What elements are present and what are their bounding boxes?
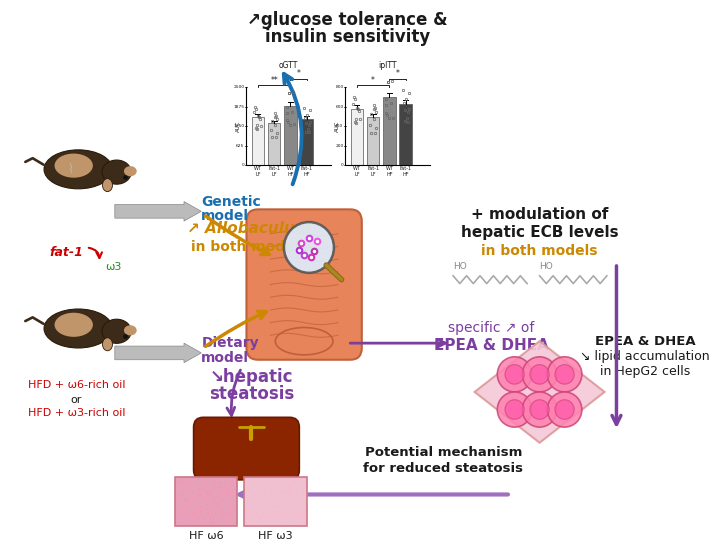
Text: Fat-1
LF: Fat-1 LF: [367, 166, 379, 177]
Circle shape: [530, 400, 549, 420]
Bar: [350, 109, 363, 165]
Text: HFD + ω3-rich oil: HFD + ω3-rich oil: [27, 409, 125, 418]
Text: model: model: [201, 209, 249, 223]
Ellipse shape: [214, 456, 241, 476]
Ellipse shape: [275, 327, 333, 355]
Text: 600: 600: [335, 105, 343, 109]
Text: + modulation of: + modulation of: [471, 207, 609, 222]
Circle shape: [522, 357, 557, 392]
Text: AUC: AUC: [236, 121, 242, 132]
Ellipse shape: [102, 179, 112, 191]
Text: EPEA & DHEA: EPEA & DHEA: [595, 334, 696, 347]
Text: HFD + ω6-rich oil: HFD + ω6-rich oil: [27, 380, 125, 390]
Ellipse shape: [124, 325, 137, 335]
Bar: [284, 106, 296, 165]
Text: 0: 0: [341, 164, 343, 167]
Text: Fat-1
LF: Fat-1 LF: [268, 166, 280, 177]
Ellipse shape: [102, 319, 131, 343]
Text: 1875: 1875: [234, 105, 244, 109]
Text: 2500: 2500: [234, 85, 244, 89]
Circle shape: [530, 365, 549, 384]
Ellipse shape: [44, 150, 112, 189]
Bar: [383, 97, 396, 165]
Bar: [367, 117, 379, 165]
Text: ↘hepatic: ↘hepatic: [210, 369, 293, 386]
Circle shape: [547, 392, 582, 427]
Bar: [175, 477, 237, 526]
Text: 625: 625: [236, 144, 244, 148]
Text: *: *: [296, 69, 301, 78]
Text: specific ↗ of: specific ↗ of: [448, 321, 535, 335]
Circle shape: [555, 365, 574, 384]
Bar: [252, 117, 264, 165]
Circle shape: [497, 357, 532, 392]
Circle shape: [547, 357, 582, 392]
Circle shape: [505, 365, 524, 384]
Circle shape: [505, 400, 524, 420]
Text: hepatic ECB levels: hepatic ECB levels: [461, 225, 619, 240]
Text: EPEA & DHEA: EPEA & DHEA: [434, 338, 549, 353]
Bar: [399, 104, 412, 165]
Text: steatosis: steatosis: [208, 385, 294, 403]
FancyBboxPatch shape: [194, 417, 299, 480]
Text: oGTT: oGTT: [279, 61, 298, 70]
Text: WT
HF: WT HF: [286, 166, 294, 177]
Circle shape: [284, 222, 334, 273]
Bar: [301, 119, 313, 165]
Text: ↗ Allobaculum: ↗ Allobaculum: [187, 221, 311, 236]
Text: AUC: AUC: [335, 121, 340, 132]
Text: 400: 400: [335, 124, 343, 128]
Text: Potential mechanism: Potential mechanism: [365, 446, 522, 459]
Text: WT
LF: WT LF: [353, 166, 360, 177]
Ellipse shape: [55, 313, 93, 337]
Text: Genetic: Genetic: [201, 195, 261, 209]
Text: 0: 0: [242, 164, 244, 167]
Circle shape: [497, 392, 532, 427]
Text: Fat-1
HF: Fat-1 HF: [399, 166, 412, 177]
Text: Fat-1
HF: Fat-1 HF: [301, 166, 313, 177]
Ellipse shape: [102, 160, 131, 184]
Text: 1250: 1250: [234, 124, 244, 128]
Ellipse shape: [102, 338, 112, 351]
Text: Dietary: Dietary: [201, 336, 259, 350]
Text: ↘ lipid accumulation: ↘ lipid accumulation: [580, 350, 710, 363]
Text: insulin sensitivity: insulin sensitivity: [265, 28, 430, 46]
Text: in both models: in both models: [191, 241, 308, 254]
Text: model: model: [201, 351, 249, 365]
FancyArrow shape: [115, 202, 201, 221]
Text: *: *: [396, 69, 399, 78]
Text: ipITT: ipITT: [379, 61, 397, 70]
FancyArrow shape: [115, 343, 201, 363]
Text: HF ω6: HF ω6: [189, 531, 224, 540]
Ellipse shape: [55, 153, 93, 178]
Ellipse shape: [44, 309, 112, 348]
Text: ↗glucose tolerance &: ↗glucose tolerance &: [247, 11, 448, 29]
Text: ω3: ω3: [105, 262, 122, 272]
Text: 800: 800: [335, 85, 343, 89]
Text: in both models: in both models: [482, 244, 598, 259]
Text: in HepG2 cells: in HepG2 cells: [600, 365, 691, 378]
Text: for reduced steatosis: for reduced steatosis: [363, 462, 523, 475]
Text: HO: HO: [453, 262, 466, 272]
Bar: [268, 123, 280, 165]
Text: or: or: [71, 395, 82, 405]
Circle shape: [522, 392, 557, 427]
Ellipse shape: [268, 433, 297, 454]
Text: ⌇: ⌇: [68, 163, 74, 176]
Circle shape: [555, 400, 574, 420]
Text: *: *: [371, 76, 375, 85]
Text: HF ω3: HF ω3: [258, 531, 293, 540]
Ellipse shape: [124, 166, 137, 176]
Polygon shape: [474, 341, 605, 443]
Text: **: **: [270, 76, 278, 85]
FancyBboxPatch shape: [247, 209, 362, 360]
Text: fat-1: fat-1: [50, 246, 84, 259]
Text: 200: 200: [335, 144, 343, 148]
Bar: [244, 477, 306, 526]
Text: WT
HF: WT HF: [386, 166, 393, 177]
Text: HO: HO: [539, 262, 553, 272]
Text: WT
LF: WT LF: [254, 166, 262, 177]
